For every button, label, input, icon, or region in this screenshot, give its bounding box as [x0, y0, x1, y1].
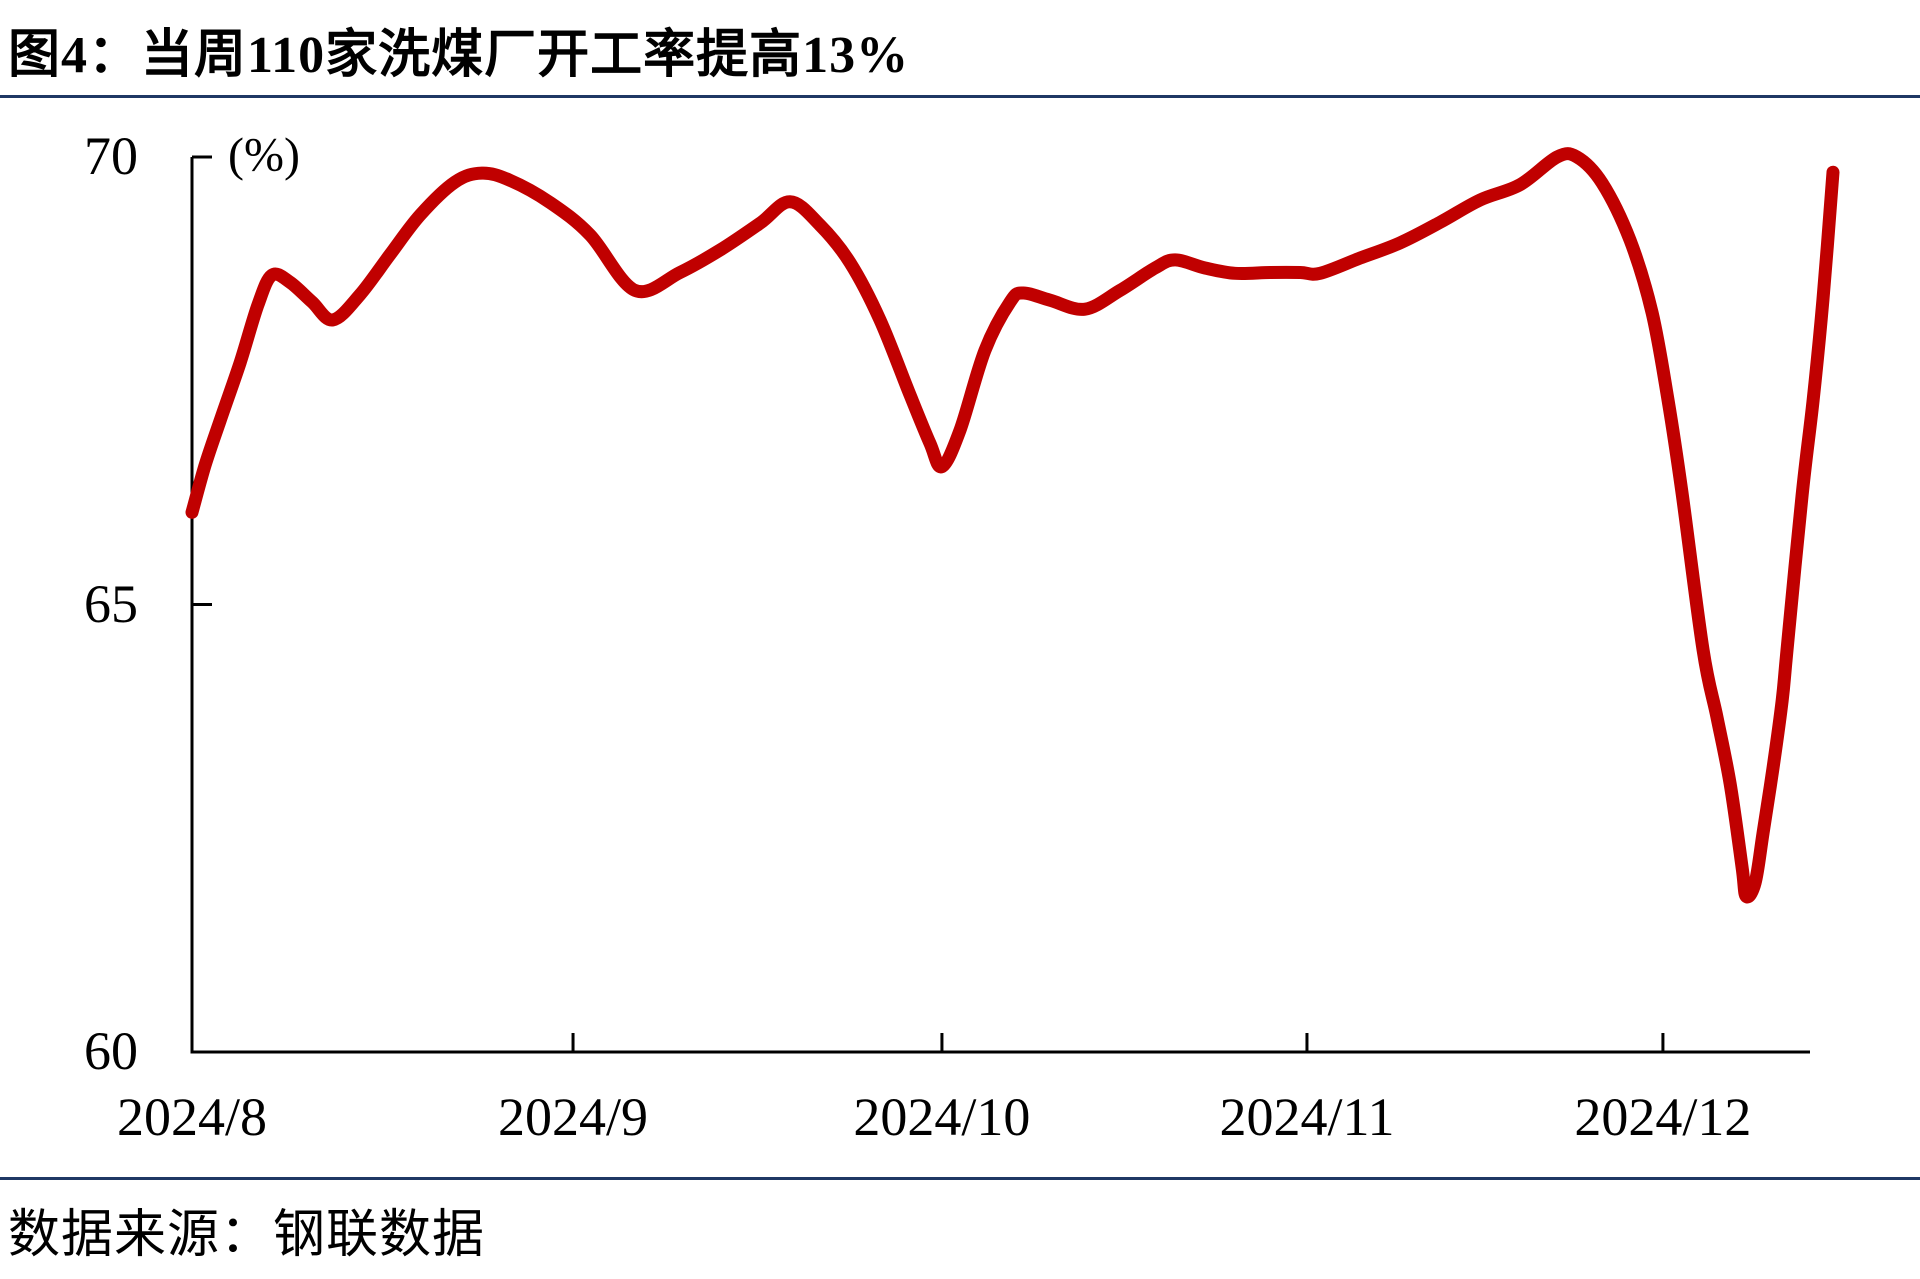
y-axis-unit-label: (%): [228, 128, 300, 182]
source-divider: [0, 1177, 1920, 1180]
chart-title: 图4：当周110家洗煤厂开工率提高13%: [8, 27, 910, 84]
x-tick-label: 2024/12: [1574, 1087, 1752, 1147]
title-divider: [0, 95, 1920, 98]
operating-rate-line: [185, 147, 1840, 904]
x-tick-label: 2024/11: [1219, 1087, 1395, 1147]
y-tick-label: 65: [84, 573, 138, 634]
x-tick-label: 2024/8: [116, 1087, 268, 1147]
source-text: 数据来源：钢联数据: [8, 1207, 486, 1264]
axes-and-ticks: [190, 155, 1810, 1054]
y-tick-label: 60: [84, 1020, 138, 1081]
x-tick-label: 2024/10: [853, 1087, 1031, 1147]
y-tick-label: 70: [84, 125, 138, 186]
x-tick-label: 2024/9: [498, 1087, 649, 1147]
